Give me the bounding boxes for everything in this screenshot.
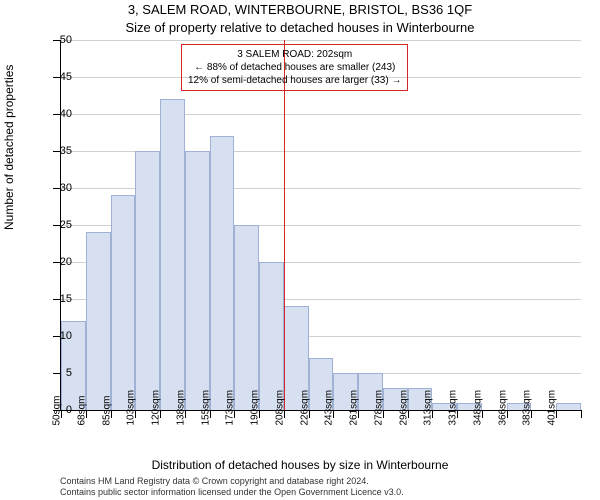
y-tick-label: 5	[42, 367, 72, 379]
y-tick-label: 10	[42, 330, 72, 342]
annotation-property: 3 SALEM ROAD: 202sqm	[188, 48, 401, 61]
annotation-smaller: ← 88% of detached houses are smaller (24…	[188, 61, 401, 74]
footer-line1: Contains HM Land Registry data © Crown c…	[60, 476, 404, 487]
histogram-bar	[259, 262, 284, 410]
y-tick-label: 30	[42, 182, 72, 194]
footer-line2: Contains public sector information licen…	[60, 487, 404, 498]
histogram-bar	[210, 136, 235, 410]
histogram-bar	[111, 195, 136, 410]
histogram-bar	[160, 99, 185, 410]
histogram-bar	[185, 151, 210, 410]
chart-title-subtitle: Size of property relative to detached ho…	[0, 20, 600, 35]
y-tick-label: 25	[42, 219, 72, 231]
chart-title-address: 3, SALEM ROAD, WINTERBOURNE, BRISTOL, BS…	[0, 2, 600, 17]
histogram-bar	[135, 151, 160, 410]
x-axis-label: Distribution of detached houses by size …	[0, 458, 600, 472]
property-annotation: 3 SALEM ROAD: 202sqm← 88% of detached ho…	[181, 44, 408, 91]
y-tick-label: 50	[42, 34, 72, 46]
y-tick-label: 20	[42, 256, 72, 268]
y-axis-label: Number of detached properties	[2, 65, 16, 230]
y-tick-label: 35	[42, 145, 72, 157]
gridline	[61, 114, 581, 115]
histogram-plot: 3 SALEM ROAD: 202sqm← 88% of detached ho…	[60, 40, 581, 411]
property-marker-line	[284, 40, 285, 410]
footer-attribution: Contains HM Land Registry data © Crown c…	[60, 476, 404, 498]
histogram-bar	[234, 225, 259, 410]
histogram-bar	[556, 403, 581, 410]
histogram-bar	[86, 232, 111, 410]
y-tick-label: 15	[42, 293, 72, 305]
y-tick-label: 45	[42, 71, 72, 83]
annotation-larger: 12% of semi-detached houses are larger (…	[188, 74, 401, 87]
x-tick	[581, 410, 582, 418]
y-tick-label: 40	[42, 108, 72, 120]
gridline	[61, 40, 581, 41]
